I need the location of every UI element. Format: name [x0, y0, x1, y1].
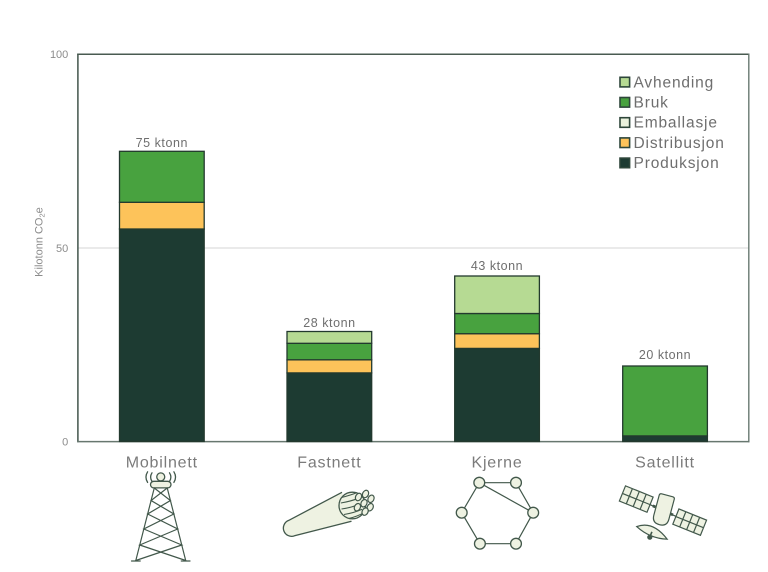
svg-text:50: 50	[56, 243, 68, 255]
svg-text:28 ktonn: 28 ktonn	[303, 316, 355, 330]
svg-text:Avhending: Avhending	[634, 74, 715, 91]
svg-text:Kilotonn CO2e: Kilotonn CO2e	[33, 207, 46, 277]
svg-text:Satellitt: Satellitt	[635, 455, 695, 472]
svg-text:75 ktonn: 75 ktonn	[136, 136, 188, 150]
svg-text:Mobilnett: Mobilnett	[126, 455, 198, 472]
svg-text:Kjerne: Kjerne	[471, 455, 522, 472]
svg-text:Fastnett: Fastnett	[297, 455, 361, 472]
svg-text:0: 0	[62, 436, 68, 448]
svg-text:20 ktonn: 20 ktonn	[639, 348, 691, 362]
svg-text:Produksjon: Produksjon	[634, 155, 720, 172]
svg-text:100: 100	[50, 49, 68, 61]
svg-text:Emballasje: Emballasje	[634, 115, 718, 132]
svg-text:Distribusjon: Distribusjon	[634, 135, 725, 152]
svg-text:43 ktonn: 43 ktonn	[471, 259, 523, 273]
svg-text:Bruk: Bruk	[634, 95, 669, 112]
